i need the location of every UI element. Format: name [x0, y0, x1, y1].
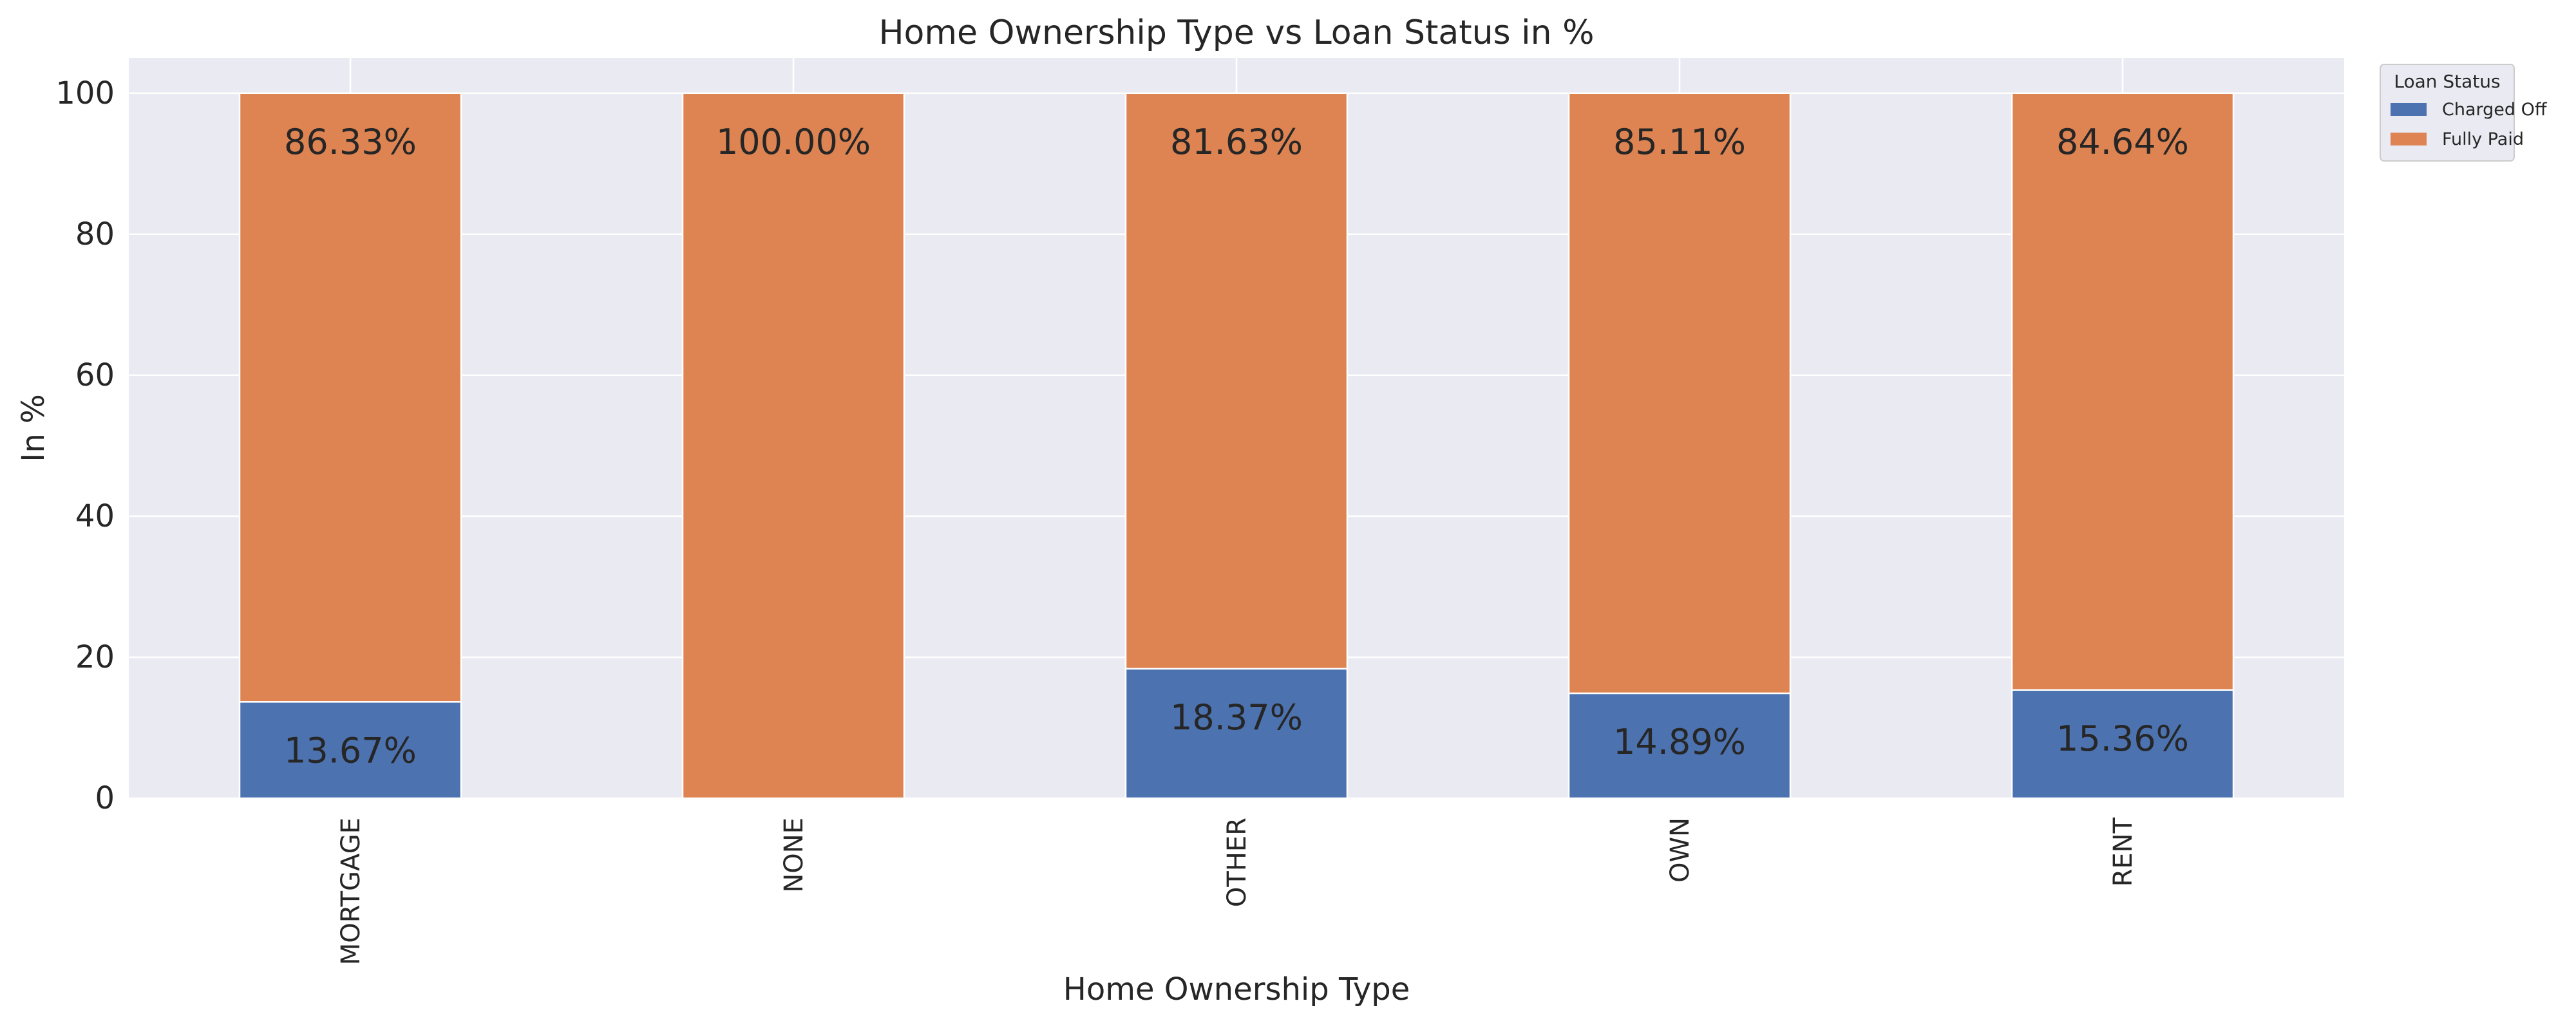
legend-swatch	[2391, 133, 2427, 145]
y-tick-label: 20	[75, 639, 115, 675]
y-tick-label: 0	[95, 780, 115, 816]
data-label: 13.67%	[284, 730, 417, 771]
bar-segment	[1567, 692, 1792, 800]
data-label: 81.63%	[1170, 122, 1303, 162]
x-tick-label: NONE	[779, 818, 809, 893]
x-axis-ticks: MORTGAGE NONE OTHER OWN RENT	[336, 817, 2138, 965]
x-tick-label: OWN	[1665, 818, 1695, 883]
y-tick-label: 40	[75, 498, 115, 534]
y-tick-label: 80	[75, 216, 115, 252]
bar-segment	[1567, 92, 1792, 695]
data-label: 84.64%	[2056, 122, 2189, 162]
data-label: 18.37%	[1170, 697, 1303, 738]
legend-item-label: Charged Off	[2442, 100, 2548, 120]
bar-segment	[2011, 689, 2235, 800]
data-label: 15.36%	[2056, 718, 2189, 759]
data-label: 85.11%	[1613, 122, 1746, 162]
y-axis-label: In %	[15, 394, 52, 462]
bar-segment	[238, 701, 462, 800]
chart-title: Home Ownership Type vs Loan Status in %	[878, 14, 1594, 52]
legend-swatch	[2391, 103, 2427, 116]
data-label: 100.00%	[716, 122, 871, 162]
x-axis-label: Home Ownership Type	[1063, 971, 1410, 1007]
x-tick-label: OTHER	[1222, 818, 1252, 907]
data-label: 86.33%	[284, 122, 417, 162]
data-label: 14.89%	[1613, 722, 1746, 762]
x-tick-label: RENT	[2108, 817, 2138, 886]
bar-segment	[681, 92, 905, 800]
legend-item-label: Fully Paid	[2442, 129, 2524, 149]
y-tick-label: 60	[75, 357, 115, 393]
bars	[238, 92, 2235, 800]
legend-title: Loan Status	[2394, 71, 2500, 92]
y-axis-ticks: 0 20 40 60 80 100	[55, 75, 115, 816]
x-tick-label: MORTGAGE	[336, 818, 366, 965]
bar-segment	[238, 92, 462, 703]
y-tick-label: 100	[55, 75, 115, 111]
data-labels: 13.67% 86.33% 100.00% 18.37% 81.63% 14.89% 85.…	[284, 122, 2189, 771]
bar-segment	[2011, 92, 2235, 691]
bar-segment	[1124, 92, 1349, 670]
bar-segment	[1124, 668, 1349, 800]
legend: Loan Status Charged Off Fully Paid	[2380, 64, 2548, 162]
